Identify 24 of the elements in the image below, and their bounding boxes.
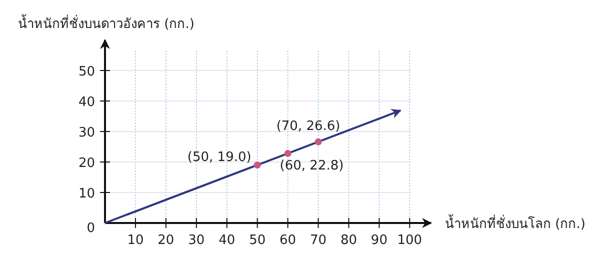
y-tick-label: 10 bbox=[78, 186, 95, 202]
y-axis-title: น้ำหนักที่ชั่งบนดาวอังคาร (กก.) bbox=[18, 14, 194, 32]
x-tick-label: 90 bbox=[370, 233, 388, 248]
point bbox=[314, 138, 322, 146]
point bbox=[284, 150, 292, 157]
annotation: (60, 22.8) bbox=[280, 158, 344, 174]
x-tick-label: 30 bbox=[188, 233, 205, 248]
annotation: (50, 19.0) bbox=[187, 150, 252, 166]
y-tick-label: 0 bbox=[86, 221, 95, 236]
x-tick-label: 10 bbox=[127, 233, 144, 248]
x-tick-label: 20 bbox=[158, 233, 174, 248]
x-tick-label: 50 bbox=[249, 233, 266, 248]
point bbox=[254, 162, 261, 169]
x-axis-title: น้ำหนักที่ชั่งบนโลก (กก.) bbox=[445, 214, 586, 232]
y-tick-label: 40 bbox=[78, 95, 95, 110]
x-tick-label: 100 bbox=[397, 233, 422, 248]
x-tick-label: 40 bbox=[218, 233, 236, 248]
annotation: (70, 26.6) bbox=[276, 118, 340, 134]
y-tick-label: 20 bbox=[78, 156, 95, 171]
y-tick-label: 30 bbox=[78, 126, 95, 140]
x-tick-label: 80 bbox=[340, 233, 358, 248]
y-tick-label: 50 bbox=[78, 64, 95, 80]
x-tick-label: 70 bbox=[310, 233, 327, 248]
x-tick-label: 60 bbox=[280, 233, 296, 248]
